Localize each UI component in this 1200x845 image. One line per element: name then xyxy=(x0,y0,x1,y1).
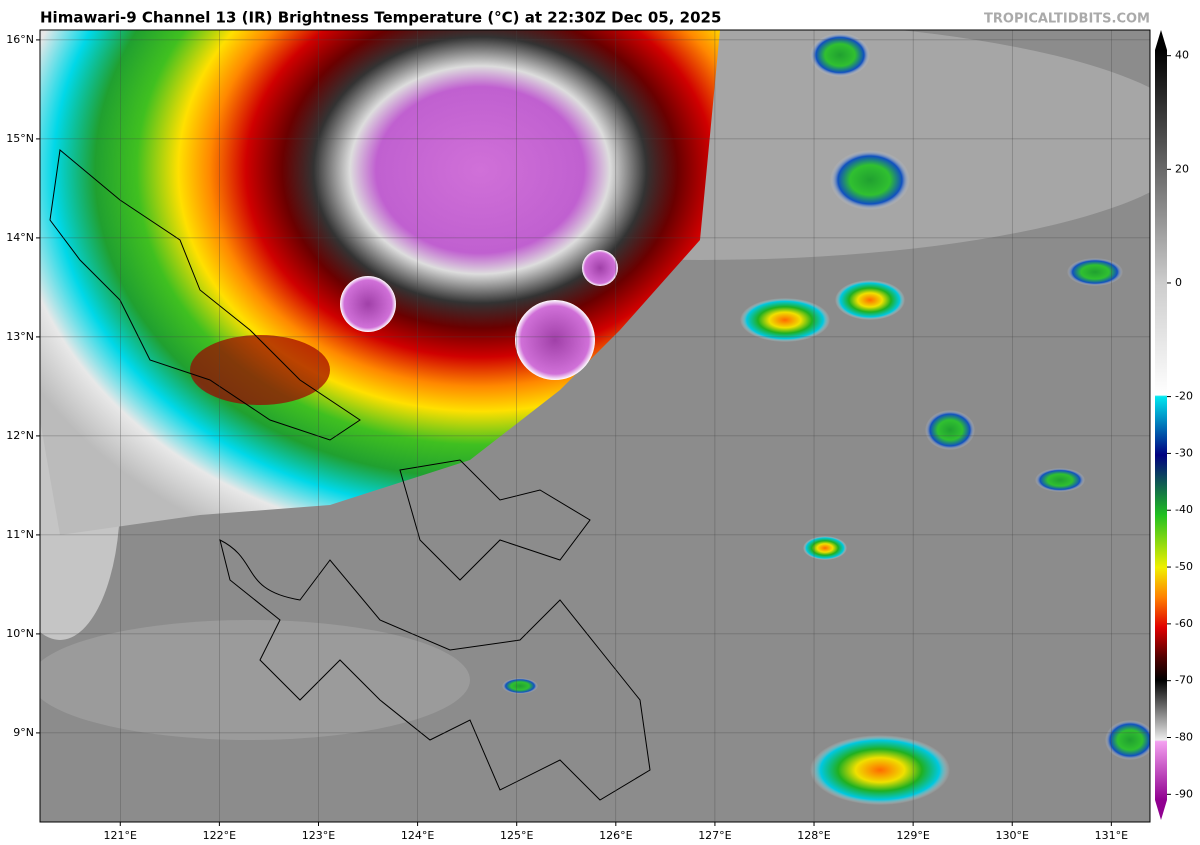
colorbar-tick-label: -20 xyxy=(1175,390,1193,403)
y-tick-label: 16°N xyxy=(6,33,34,46)
x-tick-label: 131°E xyxy=(1095,829,1128,842)
y-tick-label: 10°N xyxy=(6,627,34,640)
x-tick-label: 121°E xyxy=(104,829,137,842)
x-tick-label: 122°E xyxy=(203,829,236,842)
colorbar-tick-label: -70 xyxy=(1175,674,1193,687)
x-tick-label: 128°E xyxy=(797,829,830,842)
x-tick-label: 130°E xyxy=(996,829,1029,842)
y-tick-label: 12°N xyxy=(6,429,34,442)
y-tick-label: 9°N xyxy=(13,726,34,739)
colorbar-tick-label: -50 xyxy=(1175,560,1193,573)
y-tick-label: 11°N xyxy=(6,528,34,541)
colorbar-tick-label: -30 xyxy=(1175,446,1193,459)
colorbar: 40 20 0 -20 -30 -40 -50 -60 -70 -80 -90 xyxy=(1155,30,1193,820)
graticule: 121°E 122°E 123°E 124°E 125°E 126°E 127°E 128°E… xyxy=(6,30,1150,842)
colorbar-tick-label: -80 xyxy=(1175,731,1193,744)
x-tick-label: 127°E xyxy=(698,829,731,842)
credit: TROPICALTIDBITS.COM xyxy=(984,12,1150,27)
colorbar-extend-top xyxy=(1155,30,1167,50)
colorbar-tick-label: -90 xyxy=(1175,787,1193,800)
x-tick-label: 124°E xyxy=(401,829,434,842)
colorbar-bar xyxy=(1155,50,1167,800)
y-tick-label: 14°N xyxy=(6,231,34,244)
colorbar-extend-bottom xyxy=(1155,800,1167,820)
x-tick-label: 123°E xyxy=(302,829,335,842)
colorbar-tick-label: -60 xyxy=(1175,617,1193,630)
y-tick-label: 13°N xyxy=(6,330,34,343)
satellite-image xyxy=(40,30,1150,822)
x-tick-label: 125°E xyxy=(500,829,533,842)
colorbar-tick-label: 0 xyxy=(1175,276,1182,289)
map-frame xyxy=(39,29,1151,823)
colorbar-tick-label: 20 xyxy=(1175,162,1189,175)
x-tick-label: 126°E xyxy=(599,829,632,842)
title: Himawari-9 Channel 13 (IR) Brightness Te… xyxy=(40,9,721,27)
colorbar-tick-label: 40 xyxy=(1175,49,1189,62)
y-tick-label: 15°N xyxy=(6,132,34,145)
x-tick-label: 129°E xyxy=(896,829,929,842)
colorbar-tick-label: -40 xyxy=(1175,503,1193,516)
